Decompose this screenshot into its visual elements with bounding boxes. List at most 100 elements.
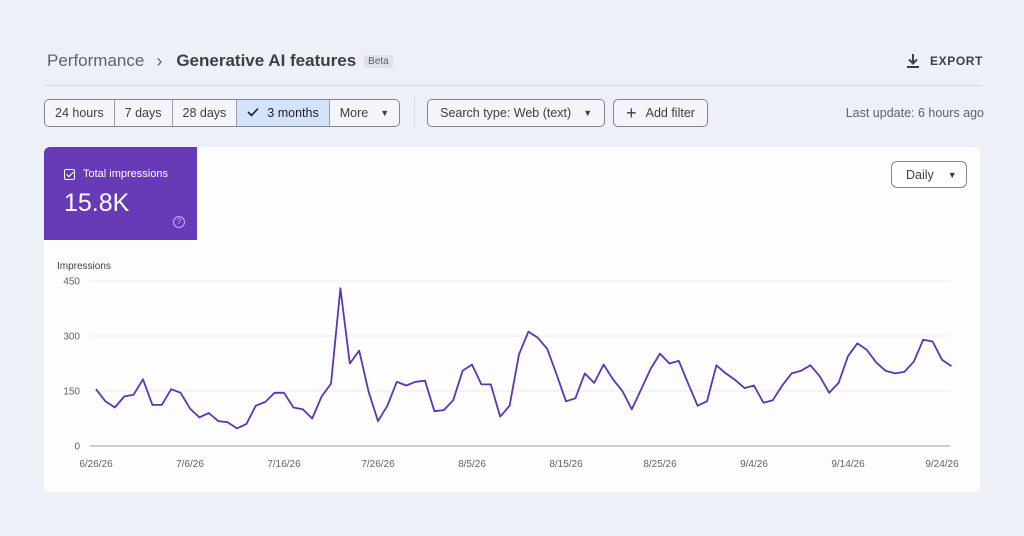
data-point xyxy=(339,287,341,289)
data-point xyxy=(885,370,887,372)
page-title: Generative AI features xyxy=(176,51,356,71)
data-point xyxy=(396,381,398,383)
data-point xyxy=(518,353,520,355)
data-point xyxy=(800,370,802,372)
data-point xyxy=(490,383,492,385)
data-point xyxy=(640,388,642,390)
data-point xyxy=(349,363,351,365)
data-point xyxy=(687,383,689,385)
data-point xyxy=(593,382,595,384)
data-point xyxy=(509,405,511,407)
granularity-dropdown[interactable]: Daily ▼ xyxy=(891,161,967,188)
search-type-dropdown[interactable]: Search type: Web (text) ▼ xyxy=(427,99,605,127)
x-tick-label: 8/5/26 xyxy=(458,459,486,470)
data-point xyxy=(424,380,426,382)
x-tick-label: 6/26/26 xyxy=(79,459,113,470)
data-point xyxy=(537,337,539,339)
range-label: 7 days xyxy=(125,106,162,120)
data-point xyxy=(433,410,435,412)
data-point xyxy=(894,372,896,374)
help-icon[interactable]: ? xyxy=(173,216,185,228)
data-point xyxy=(264,401,266,403)
data-point xyxy=(245,423,247,425)
range-28-days[interactable]: 28 days xyxy=(173,100,238,126)
add-filter-label: Add filter xyxy=(646,106,695,120)
data-point xyxy=(330,383,332,385)
data-point xyxy=(527,331,529,333)
data-point xyxy=(386,405,388,407)
data-point xyxy=(217,420,219,422)
data-point xyxy=(715,364,717,366)
data-point xyxy=(499,416,501,418)
data-point xyxy=(546,348,548,350)
data-point xyxy=(603,364,605,366)
data-point xyxy=(321,396,323,398)
data-point xyxy=(932,341,934,343)
data-point xyxy=(574,397,576,399)
data-point xyxy=(133,394,135,396)
metric-checkbox[interactable] xyxy=(64,169,75,180)
add-filter-button[interactable]: + Add filter xyxy=(613,99,708,127)
data-point xyxy=(227,421,229,423)
data-point xyxy=(621,390,623,392)
data-point xyxy=(875,361,877,363)
header-divider xyxy=(44,85,982,86)
range-7-days[interactable]: 7 days xyxy=(115,100,173,126)
data-point xyxy=(772,399,774,401)
data-point xyxy=(922,339,924,341)
data-point xyxy=(292,407,294,409)
y-tick-label: 300 xyxy=(63,332,80,343)
data-point xyxy=(255,405,257,407)
data-point xyxy=(95,388,97,390)
series-line-total-impressions xyxy=(96,288,951,428)
y-tick-label: 150 xyxy=(63,387,80,398)
data-point xyxy=(828,392,830,394)
x-tick-label: 7/26/26 xyxy=(361,459,395,470)
data-point xyxy=(415,381,417,383)
data-point xyxy=(283,392,285,394)
data-point xyxy=(180,392,182,394)
data-point xyxy=(142,378,144,380)
export-button[interactable]: EXPORT xyxy=(906,53,983,69)
data-point xyxy=(236,427,238,429)
date-range-selector: 24 hours 7 days 28 days 3 months More ▼ xyxy=(44,99,400,127)
y-tick-label: 0 xyxy=(74,442,80,453)
data-point xyxy=(104,400,106,402)
breadcrumb-performance[interactable]: Performance xyxy=(47,51,144,71)
data-point xyxy=(781,385,783,387)
data-point xyxy=(443,409,445,411)
search-type-label: Search type: Web (text) xyxy=(440,106,571,120)
range-24-hours[interactable]: 24 hours xyxy=(45,100,115,126)
data-point xyxy=(631,408,633,410)
data-point xyxy=(189,408,191,410)
plus-icon: + xyxy=(626,104,637,122)
x-tick-label: 8/15/26 xyxy=(549,459,583,470)
range-3-months[interactable]: 3 months xyxy=(237,100,329,126)
x-tick-label: 9/4/26 xyxy=(740,459,768,470)
data-point xyxy=(123,396,125,398)
range-label: 28 days xyxy=(183,106,227,120)
data-point xyxy=(668,363,670,365)
metric-card-total-impressions[interactable]: Total impressions 15.8K ? xyxy=(44,147,197,240)
data-point xyxy=(462,370,464,372)
data-point xyxy=(809,364,811,366)
range-label: More xyxy=(340,106,368,120)
filter-toolbar: 24 hours 7 days 28 days 3 months More ▼ … xyxy=(44,99,984,127)
data-point xyxy=(612,378,614,380)
data-point xyxy=(706,400,708,402)
data-point xyxy=(744,387,746,389)
data-point xyxy=(734,379,736,381)
y-tick-label: 450 xyxy=(63,277,80,288)
data-point xyxy=(208,412,210,414)
data-point xyxy=(913,361,915,363)
data-point xyxy=(753,385,755,387)
data-point xyxy=(950,365,952,367)
check-icon xyxy=(247,106,259,120)
data-point xyxy=(151,404,153,406)
data-point xyxy=(725,372,727,374)
data-point xyxy=(903,371,905,373)
x-tick-label: 7/16/26 xyxy=(267,459,301,470)
data-point xyxy=(762,402,764,404)
range-more[interactable]: More ▼ xyxy=(330,100,399,126)
breadcrumb-separator: › xyxy=(156,51,162,72)
